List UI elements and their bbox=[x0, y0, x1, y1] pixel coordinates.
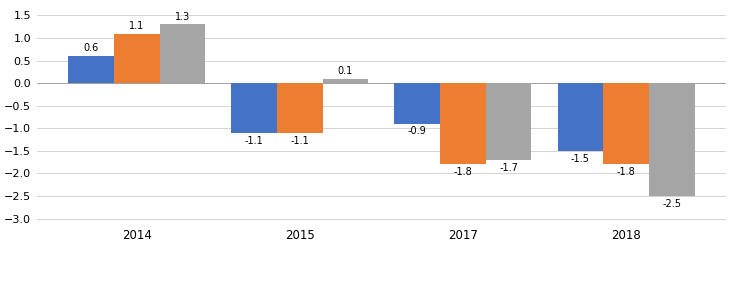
Text: -1.1: -1.1 bbox=[245, 136, 264, 146]
Text: 1.3: 1.3 bbox=[174, 12, 190, 22]
Bar bbox=[160, 25, 205, 83]
Bar bbox=[231, 83, 277, 133]
Text: 0.1: 0.1 bbox=[338, 66, 353, 76]
Text: -1.8: -1.8 bbox=[617, 167, 635, 177]
Bar bbox=[277, 83, 323, 133]
Bar bbox=[68, 56, 114, 83]
Bar bbox=[649, 83, 694, 196]
Bar bbox=[440, 83, 485, 164]
Bar bbox=[323, 79, 369, 83]
Text: 0.6: 0.6 bbox=[83, 43, 99, 53]
Text: -2.5: -2.5 bbox=[662, 199, 681, 209]
Text: -1.5: -1.5 bbox=[571, 154, 590, 164]
Text: 1.1: 1.1 bbox=[129, 21, 145, 31]
Bar bbox=[603, 83, 649, 164]
Bar bbox=[394, 83, 440, 124]
Text: -1.8: -1.8 bbox=[453, 167, 472, 177]
Bar bbox=[485, 83, 531, 160]
Text: -1.7: -1.7 bbox=[499, 163, 518, 172]
Text: -1.1: -1.1 bbox=[291, 136, 310, 146]
Bar bbox=[114, 33, 160, 83]
Text: -0.9: -0.9 bbox=[408, 126, 426, 136]
Bar bbox=[558, 83, 603, 151]
